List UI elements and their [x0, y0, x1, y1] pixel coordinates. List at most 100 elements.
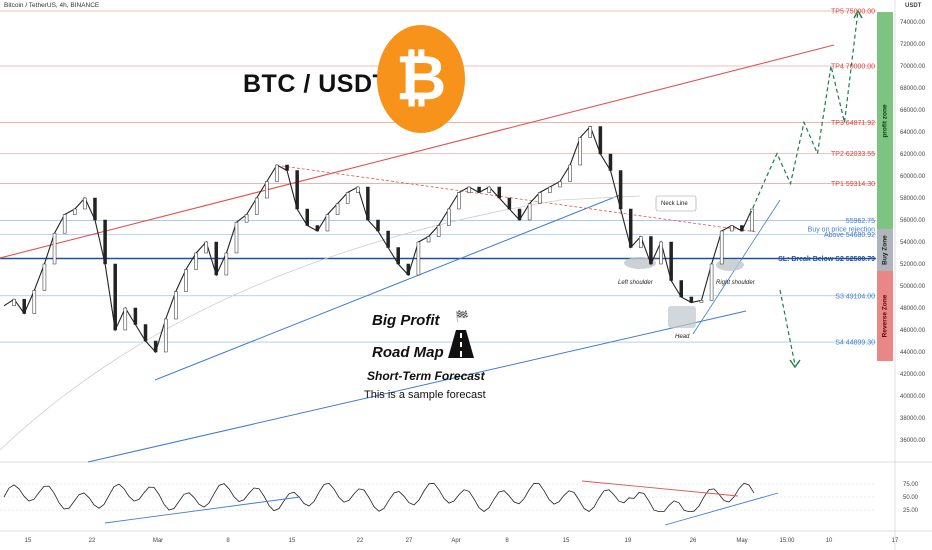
y-tick-label: 44000.00 — [900, 350, 926, 356]
price-candle — [406, 263, 411, 276]
price-candle — [325, 214, 330, 232]
y-tick-label: 64000.00 — [900, 130, 926, 136]
price-candle — [153, 340, 158, 353]
road-map-text: Road Map — [372, 344, 444, 361]
price-candle — [93, 197, 97, 221]
price-candle — [649, 236, 653, 265]
price-candle — [143, 324, 148, 342]
blue-lower-channel — [87, 310, 747, 463]
trendlines — [0, 44, 835, 463]
level-label: TP1 59314.30 — [831, 181, 875, 188]
price-candle — [123, 307, 128, 331]
forecast-down-path — [779, 289, 796, 366]
neck-line-callout — [655, 195, 697, 212]
x-tick-label: 15 — [25, 538, 32, 544]
price-candle — [386, 230, 390, 248]
price-candle — [730, 225, 734, 232]
checkered-flag-icon: 🏁 — [455, 311, 469, 323]
forecast-path — [749, 10, 859, 215]
price-candle — [275, 164, 279, 182]
price-candle — [467, 186, 471, 193]
price-candle — [396, 247, 400, 265]
sample-forecast-text: This is a sample forecast — [364, 389, 486, 401]
price-candle — [376, 219, 380, 232]
y-tick-label: 66000.00 — [900, 108, 926, 114]
y-tick-label: 58000.00 — [900, 196, 926, 202]
y-tick-label: 62000.00 — [900, 152, 926, 158]
price-candle — [507, 197, 512, 210]
x-tick-label: 26 — [690, 538, 697, 544]
price-candle — [588, 126, 593, 138]
price-candle — [133, 307, 138, 325]
price-candle — [568, 164, 572, 182]
price-candle — [709, 263, 714, 301]
price-candle — [689, 296, 694, 303]
price-candle — [447, 208, 451, 226]
x-tick-label: 8 — [505, 538, 509, 544]
rsi-tick-label: 50.00 — [903, 495, 919, 501]
y-tick-label: 52000.00 — [900, 262, 926, 268]
y-tick-label: 54000.00 — [900, 240, 926, 246]
reverse-zone: Reverse Zone — [877, 271, 893, 361]
forecast-arrowhead-down — [789, 359, 801, 369]
forecast-arrowhead-up — [853, 9, 863, 19]
level-label: Above 54680.92 — [824, 232, 875, 239]
price-candle — [254, 197, 259, 215]
rsi-panel: 75.00 50.00 25.00 — [0, 480, 919, 526]
x-tick-label: Apr — [451, 538, 460, 544]
price-candle — [214, 241, 219, 276]
price-candle — [699, 300, 704, 303]
short-term-forecast-text: Short-Term Forecast — [367, 369, 485, 383]
x-tick-label: 15 — [563, 538, 570, 544]
buy-zone: Buy Zone — [877, 229, 893, 271]
big-profit-text: Big Profit — [372, 312, 440, 329]
price-candle — [315, 225, 320, 232]
symbol-header: Bitcoin / TetherUS, 4h, BINANCE — [4, 2, 100, 9]
price-candle — [42, 263, 47, 291]
head-label: Head — [675, 334, 690, 340]
bitcoin-logo: ₿ — [377, 25, 465, 133]
price-candle — [83, 197, 87, 210]
price-candle — [669, 241, 673, 281]
price-candle — [22, 298, 26, 314]
price-candle — [457, 192, 461, 210]
x-tick-label: May — [736, 538, 747, 544]
left-shoulder-label: Left shoulder — [618, 280, 653, 286]
y-tick-label: 56000.00 — [900, 218, 926, 224]
x-tick-label: 8 — [226, 538, 230, 544]
level-label: 55962.75 — [846, 218, 875, 225]
profit-zone-label: profit zone — [881, 103, 889, 138]
price-candle — [73, 208, 77, 215]
price-candle — [62, 214, 67, 234]
y-tick-label: 48000.00 — [900, 306, 926, 312]
y-tick-label: 42000.00 — [900, 372, 926, 378]
price-candle — [103, 219, 107, 265]
level-label: SL: Break Below S2 52500.79 — [778, 256, 875, 263]
level-label: TP3 64871.92 — [831, 120, 875, 127]
price-candle — [335, 203, 340, 215]
price-candle — [184, 269, 188, 292]
forecast-arrows — [749, 9, 863, 369]
rsi-blue-trendline — [104, 496, 301, 524]
price-candle — [740, 225, 744, 232]
price-candle — [285, 164, 289, 171]
level-label: TP4 70000.00 — [831, 64, 875, 71]
level-labels: TP5 75000.00 TP4 70000.00 TP3 64871.92 TP2 … — [778, 9, 875, 347]
price-candles — [3, 125, 754, 354]
road-icon — [448, 330, 474, 358]
neck-line-label: Neck Line — [661, 201, 688, 207]
price-candle — [265, 181, 269, 199]
price-candle — [679, 280, 683, 298]
y-tick-label: 72000.00 — [900, 42, 926, 48]
price-candle — [224, 252, 229, 276]
price-candle — [416, 241, 421, 276]
y-tick-label: 68000.00 — [900, 86, 926, 92]
head-marker — [668, 306, 696, 328]
rsi-line — [3, 482, 755, 513]
x-tick-label: 22 — [357, 538, 364, 544]
price-candle — [194, 252, 198, 270]
price-candle — [618, 170, 623, 210]
price-candle — [517, 208, 522, 221]
y-tick-label: 70000.00 — [900, 64, 926, 70]
